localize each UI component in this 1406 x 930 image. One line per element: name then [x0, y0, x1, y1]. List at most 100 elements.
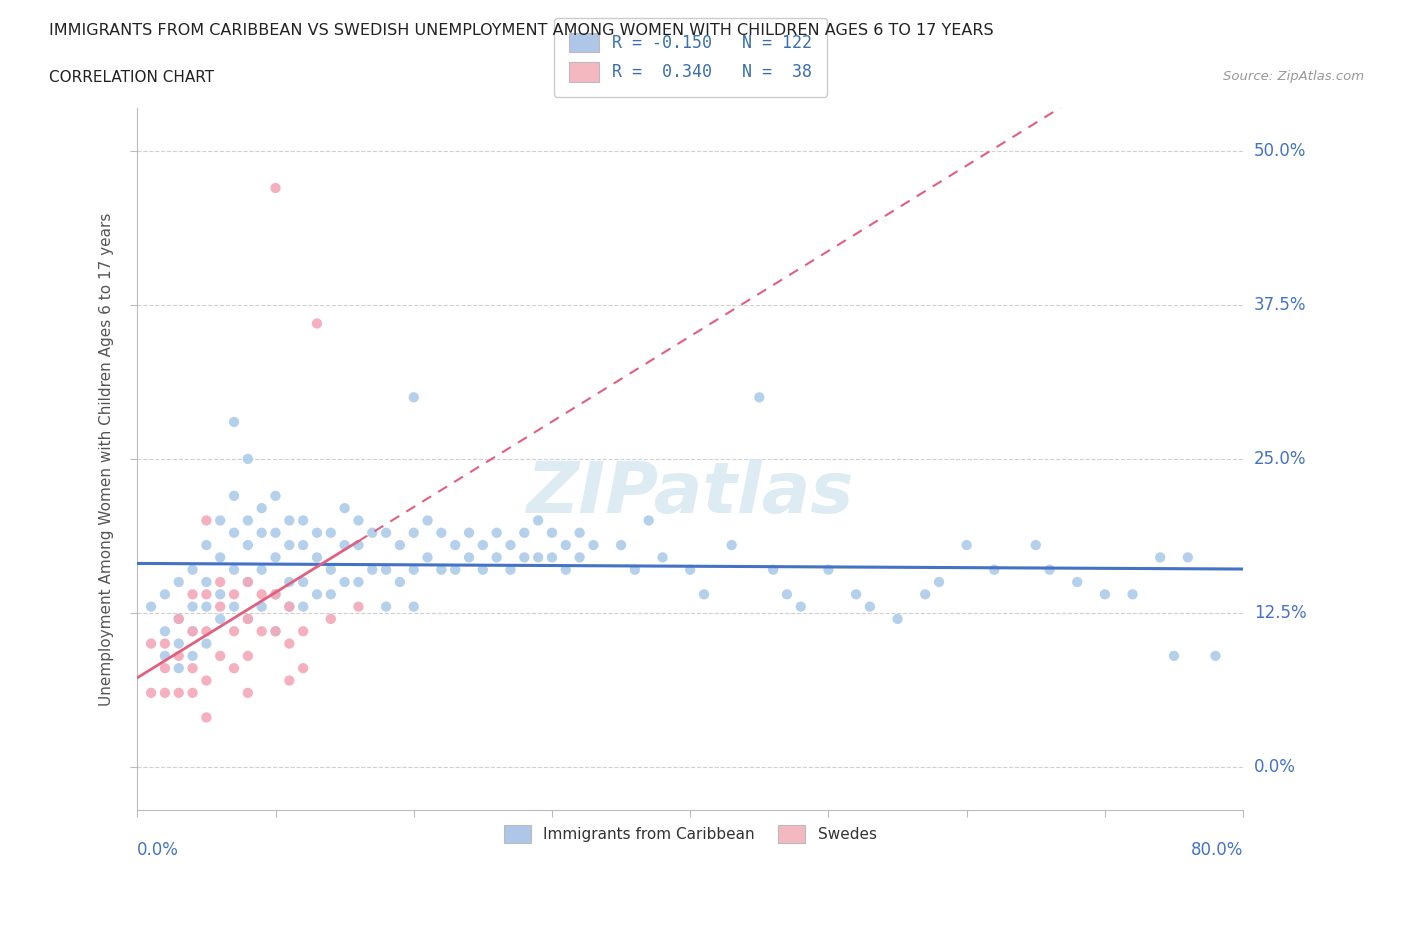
Point — [347, 599, 370, 614]
Point — [1066, 575, 1088, 590]
Point — [375, 599, 398, 614]
Point — [444, 563, 467, 578]
Point — [1177, 550, 1199, 565]
Point — [250, 563, 273, 578]
Point — [195, 538, 218, 552]
Point — [499, 563, 522, 578]
Point — [637, 513, 659, 528]
Point — [264, 587, 287, 602]
Point — [333, 575, 356, 590]
Point — [264, 624, 287, 639]
Point — [209, 575, 232, 590]
Point — [236, 513, 259, 528]
Point — [305, 316, 328, 331]
Text: 0.0%: 0.0% — [138, 841, 179, 858]
Point — [499, 538, 522, 552]
Point — [292, 599, 315, 614]
Point — [181, 587, 204, 602]
Point — [222, 488, 245, 503]
Point — [167, 612, 190, 627]
Point — [139, 685, 162, 700]
Point — [264, 180, 287, 195]
Point — [250, 525, 273, 540]
Point — [209, 550, 232, 565]
Point — [568, 525, 591, 540]
Point — [914, 587, 936, 602]
Point — [886, 612, 908, 627]
Point — [1149, 550, 1171, 565]
Point — [513, 550, 536, 565]
Text: 0.0%: 0.0% — [1254, 758, 1296, 776]
Point — [181, 685, 204, 700]
Point — [790, 599, 813, 614]
Point — [347, 538, 370, 552]
Point — [153, 660, 176, 675]
Point — [292, 538, 315, 552]
Point — [333, 500, 356, 515]
Point — [264, 624, 287, 639]
Point — [167, 685, 190, 700]
Point — [264, 587, 287, 602]
Point — [278, 636, 301, 651]
Point — [1163, 648, 1185, 663]
Point — [195, 636, 218, 651]
Point — [305, 525, 328, 540]
Point — [527, 550, 550, 565]
Point — [416, 513, 439, 528]
Text: CORRELATION CHART: CORRELATION CHART — [49, 70, 214, 85]
Point — [402, 599, 425, 614]
Point — [195, 673, 218, 688]
Point — [956, 538, 979, 552]
Point — [624, 563, 647, 578]
Point — [139, 636, 162, 651]
Point — [153, 587, 176, 602]
Point — [541, 550, 564, 565]
Point — [222, 415, 245, 430]
Point — [153, 636, 176, 651]
Point — [582, 538, 605, 552]
Point — [430, 563, 453, 578]
Point — [333, 538, 356, 552]
Point — [305, 550, 328, 565]
Text: 25.0%: 25.0% — [1254, 450, 1306, 468]
Point — [485, 550, 508, 565]
Point — [250, 587, 273, 602]
Point — [236, 612, 259, 627]
Point — [292, 660, 315, 675]
Point — [388, 575, 411, 590]
Point — [181, 599, 204, 614]
Point — [347, 575, 370, 590]
Text: ZIPatlas: ZIPatlas — [526, 459, 853, 528]
Point — [319, 525, 342, 540]
Point — [209, 587, 232, 602]
Point — [195, 624, 218, 639]
Point — [167, 612, 190, 627]
Point — [278, 599, 301, 614]
Point — [222, 587, 245, 602]
Point — [471, 563, 494, 578]
Point — [776, 587, 799, 602]
Point — [554, 538, 576, 552]
Point — [250, 500, 273, 515]
Point — [1204, 648, 1226, 663]
Point — [195, 513, 218, 528]
Point — [1122, 587, 1144, 602]
Point — [195, 599, 218, 614]
Text: 37.5%: 37.5% — [1254, 296, 1306, 314]
Point — [527, 513, 550, 528]
Point — [264, 488, 287, 503]
Point — [1094, 587, 1116, 602]
Text: 50.0%: 50.0% — [1254, 142, 1306, 160]
Text: 80.0%: 80.0% — [1191, 841, 1243, 858]
Point — [319, 563, 342, 578]
Point — [541, 525, 564, 540]
Point — [305, 587, 328, 602]
Point — [278, 513, 301, 528]
Point — [458, 550, 481, 565]
Point — [222, 660, 245, 675]
Point — [292, 513, 315, 528]
Point — [610, 538, 633, 552]
Point — [983, 563, 1005, 578]
Text: IMMIGRANTS FROM CARIBBEAN VS SWEDISH UNEMPLOYMENT AMONG WOMEN WITH CHILDREN AGES: IMMIGRANTS FROM CARIBBEAN VS SWEDISH UNE… — [49, 23, 994, 38]
Point — [236, 685, 259, 700]
